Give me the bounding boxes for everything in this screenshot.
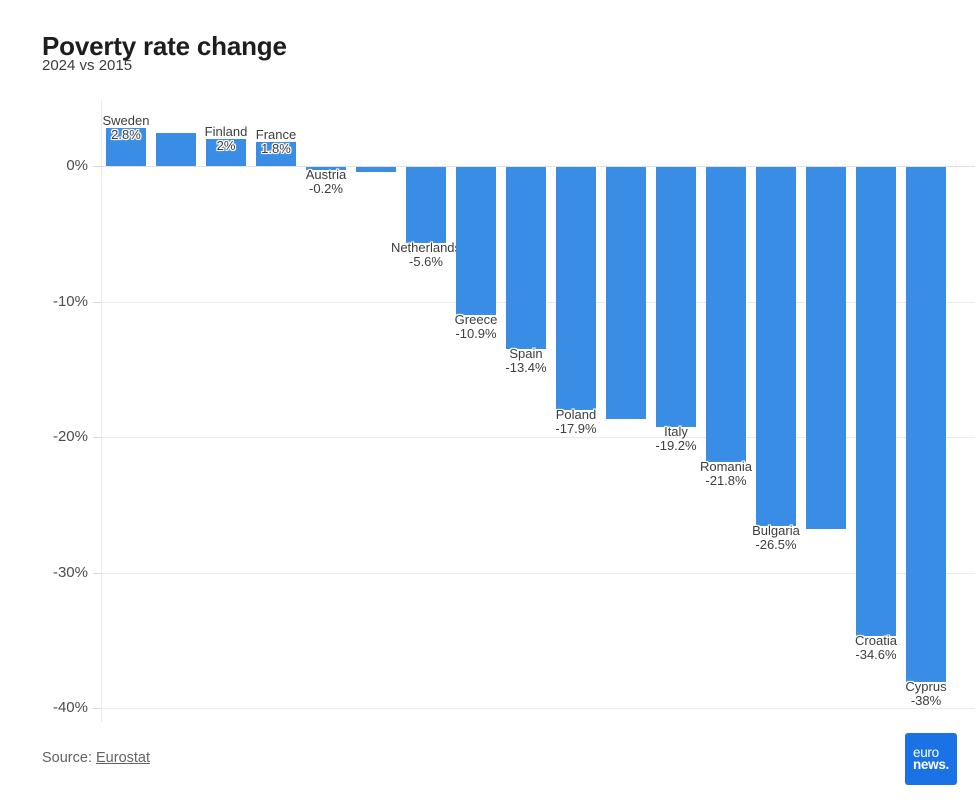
bar-unlabeled-5[interactable] bbox=[356, 167, 396, 172]
y-axis-tick bbox=[93, 573, 101, 574]
gridline-0% bbox=[101, 166, 975, 167]
gridline--30% bbox=[101, 573, 975, 574]
plot-area: 0% -10% -20% -30% -40% Sweden 2.8% Finland 2% Fra… bbox=[0, 100, 980, 725]
bar-austria[interactable] bbox=[306, 167, 346, 170]
euronews-logo-line1: euro bbox=[912, 744, 939, 760]
bar-unlabeled-10[interactable] bbox=[606, 167, 646, 419]
y-axis-tick-label: -40% bbox=[52, 699, 88, 716]
euronews-logo[interactable]: euro news. bbox=[905, 733, 957, 785]
source-prefix: Source: bbox=[42, 750, 96, 766]
bar-finland[interactable] bbox=[206, 139, 246, 166]
bar-label-cyprus: Cyprus -38% bbox=[851, 680, 980, 708]
bar-bulgaria[interactable] bbox=[756, 167, 796, 526]
bar-poland[interactable] bbox=[556, 167, 596, 410]
bar-greece[interactable] bbox=[456, 167, 496, 315]
bar-country-name: Sweden bbox=[102, 113, 150, 128]
bar-value-label: -17.9% bbox=[555, 421, 597, 436]
euronews-logo-line2: news. bbox=[912, 757, 949, 772]
y-axis-tick-label: -10% bbox=[52, 293, 88, 310]
y-axis-tick-label: -30% bbox=[52, 564, 88, 581]
euronews-logo-text: euro news. bbox=[912, 744, 949, 772]
bar-romania[interactable] bbox=[706, 167, 746, 462]
bar-country-name: Cyprus bbox=[905, 679, 947, 694]
source-link-eurostat[interactable]: Eurostat bbox=[96, 750, 150, 766]
y-axis-tick-label: -20% bbox=[52, 428, 88, 445]
bar-cyprus[interactable] bbox=[906, 167, 946, 682]
y-axis-tick bbox=[93, 708, 101, 709]
y-axis-tick bbox=[93, 302, 101, 303]
source-line: Source: Eurostat bbox=[42, 750, 150, 766]
bar-france[interactable] bbox=[256, 142, 296, 166]
y-axis-tick bbox=[93, 437, 101, 438]
y-axis-tick bbox=[93, 166, 101, 167]
bar-unlabeled-1[interactable] bbox=[156, 133, 196, 166]
bar-value-label: -38% bbox=[910, 693, 942, 708]
bar-italy[interactable] bbox=[656, 167, 696, 427]
bar-sweden[interactable] bbox=[106, 128, 146, 166]
bar-unlabeled-14[interactable] bbox=[806, 167, 846, 529]
y-axis-line bbox=[101, 100, 102, 722]
bar-label-austria: Austria -0.2% bbox=[251, 168, 401, 196]
bar-croatia[interactable] bbox=[856, 167, 896, 636]
chart-title: Poverty rate change bbox=[42, 31, 287, 62]
bar-value-label: -0.2% bbox=[309, 181, 343, 196]
chart-subtitle: 2024 vs 2015 bbox=[42, 57, 133, 74]
bar-netherlands[interactable] bbox=[406, 167, 446, 243]
gridline--20% bbox=[101, 437, 975, 438]
bar-spain[interactable] bbox=[506, 167, 546, 349]
bar-value-label: -26.5% bbox=[755, 537, 797, 552]
y-axis-tick-label: 0% bbox=[66, 157, 88, 174]
gridline--40% bbox=[101, 708, 975, 709]
